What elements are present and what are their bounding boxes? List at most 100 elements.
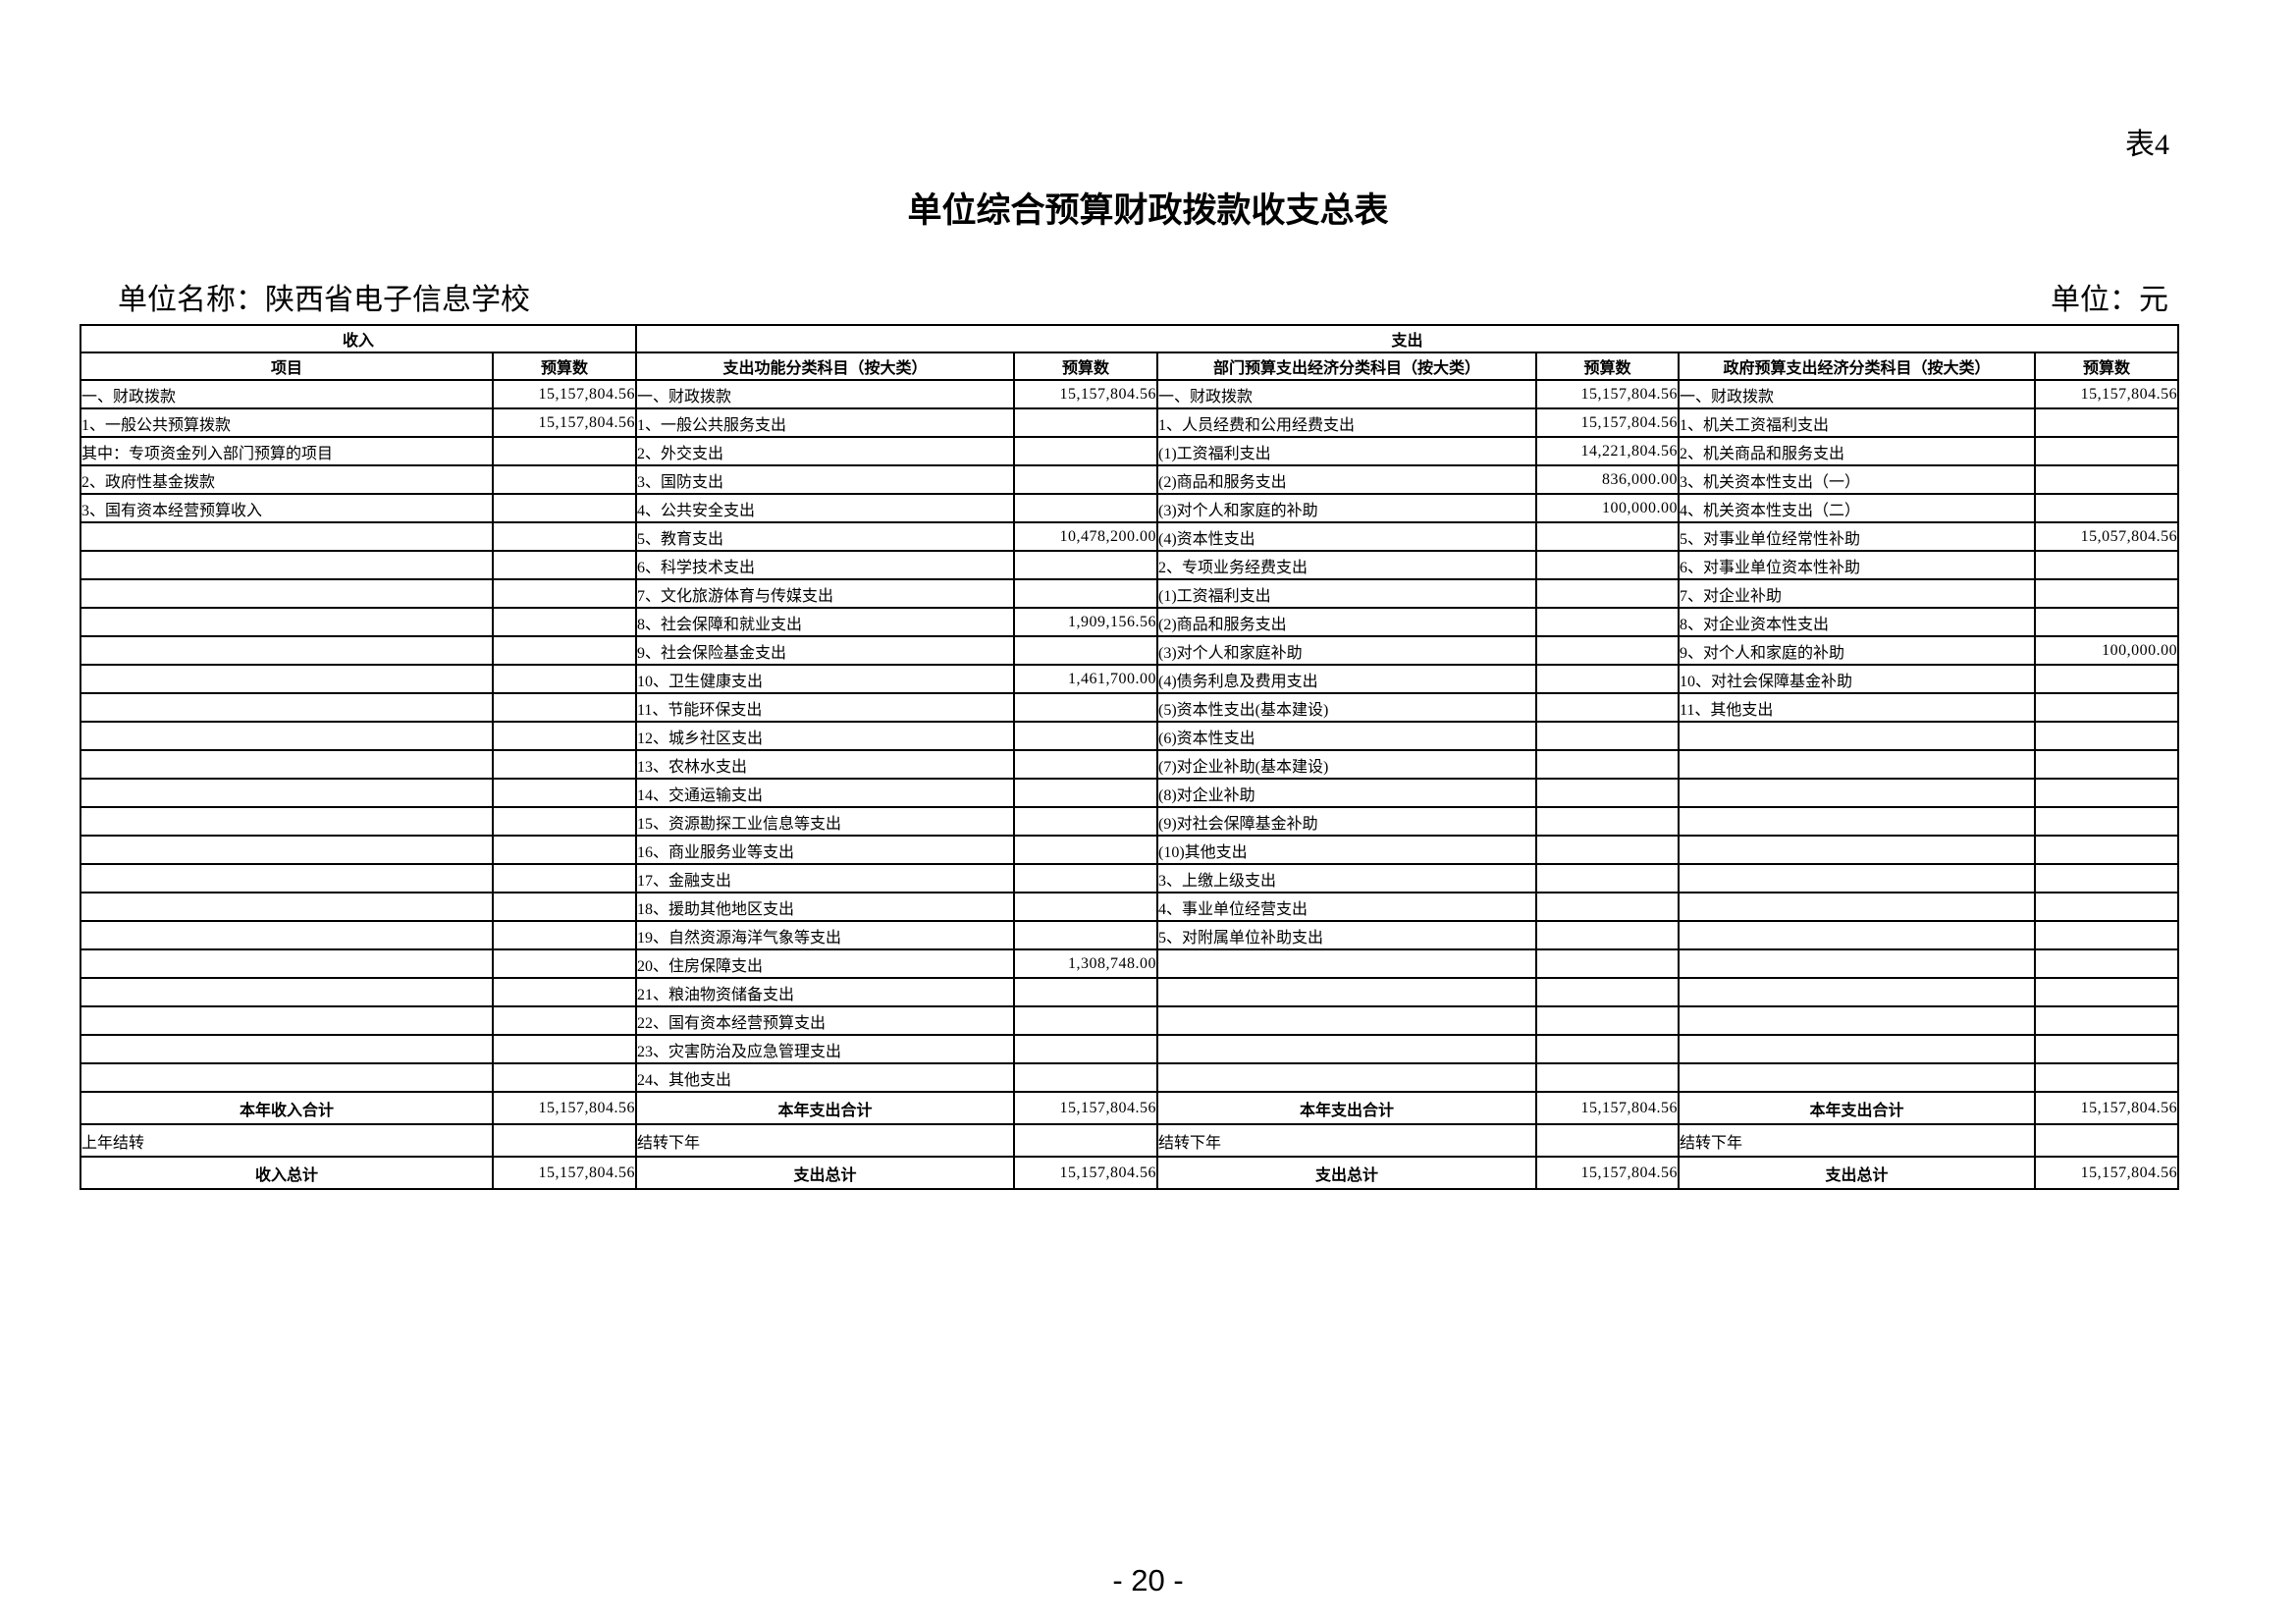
table-row: 5、教育支出 10,478,200.00 (4)资本性支出 5、对事业单位经常性补助 1… xyxy=(80,521,2180,552)
cell-income-label xyxy=(80,977,494,1007)
cell-gov-label: 7、对企业补助 xyxy=(1678,578,2037,609)
cell-income-label xyxy=(80,863,494,893)
cell-income-value xyxy=(491,948,638,979)
cell-func-label: 2、外交支出 xyxy=(635,436,1016,466)
cell-func-value xyxy=(1013,578,1159,609)
table-row: 1、一般公共预算拨款 15,157,804.56 1、一般公共服务支出 1、人员经费和… xyxy=(80,407,2180,438)
table-row: 8、社会保障和就业支出 1,909,156.56 (2)商品和服务支出 8、对企业资本… xyxy=(80,607,2180,637)
cell-dept-label xyxy=(1156,1005,1538,1036)
cell-func-value: 1,461,700.00 xyxy=(1013,664,1159,694)
cell-gov-value xyxy=(2034,1034,2180,1064)
cell-func-value xyxy=(1013,692,1159,723)
cell-income-label xyxy=(80,892,494,922)
cell-dept-value xyxy=(1535,635,1681,666)
cell-func-label: 20、住房保障支出 xyxy=(635,948,1016,979)
total-func-value xyxy=(1013,1123,1159,1158)
total-income-label: 上年结转 xyxy=(80,1123,494,1158)
meta-row: 单位名称：陕西省电子信息学校 单位：元 xyxy=(118,275,2168,318)
cell-func-label: 14、交通运输支出 xyxy=(635,778,1016,808)
cell-gov-label xyxy=(1678,977,2037,1007)
budget-table: 收入 支出 项目 预算数 支出功能分类科目（按大类） 预算数 部门预算支出经济分… xyxy=(79,324,2180,1190)
unit-of-measure: 单位：元 xyxy=(2051,284,2168,316)
unit-name: 单位名称：陕西省电子信息学校 xyxy=(118,284,530,316)
table-row: 12、城乡社区支出 (6)资本性支出 xyxy=(80,721,2180,751)
cell-dept-value xyxy=(1535,1005,1681,1036)
cell-func-label: 3、国防支出 xyxy=(635,464,1016,495)
cell-gov-label xyxy=(1678,1005,2037,1036)
cell-gov-value xyxy=(2034,892,2180,922)
cell-income-label xyxy=(80,835,494,865)
cell-income-value xyxy=(491,493,638,523)
cell-func-label: 18、援助其他地区支出 xyxy=(635,892,1016,922)
cell-income-value xyxy=(491,635,638,666)
cell-gov-value xyxy=(2034,863,2180,893)
cell-func-label: 19、自然资源海洋气象等支出 xyxy=(635,920,1016,950)
cell-income-value xyxy=(491,521,638,552)
cell-gov-value xyxy=(2034,664,2180,694)
cell-func-label: 9、社会保险基金支出 xyxy=(635,635,1016,666)
cell-dept-value xyxy=(1535,948,1681,979)
cell-dept-label: (1)工资福利支出 xyxy=(1156,436,1538,466)
cell-gov-label xyxy=(1678,806,2037,837)
table-row: 2、政府性基金拨款 3、国防支出 (2)商品和服务支出 836,000.00 3、机关资… xyxy=(80,464,2180,495)
cell-income-value xyxy=(491,464,638,495)
cell-income-label xyxy=(80,521,494,552)
expense-group-header: 支出 xyxy=(635,324,2180,353)
cell-income-value xyxy=(491,664,638,694)
cell-func-value xyxy=(1013,806,1159,837)
table-number: 表4 xyxy=(2125,129,2169,161)
cell-func-label: 1、一般公共服务支出 xyxy=(635,407,1016,438)
carryover-row: 上年结转 结转下年 结转下年 结转下年 xyxy=(80,1123,2180,1158)
cell-income-value xyxy=(491,578,638,609)
cell-func-value: 10,478,200.00 xyxy=(1013,521,1159,552)
cell-gov-value: 100,000.00 xyxy=(2034,635,2180,666)
cell-func-value xyxy=(1013,635,1159,666)
cell-dept-value xyxy=(1535,835,1681,865)
cell-income-label: 一、财政拨款 xyxy=(80,379,494,409)
total-dept-value: 15,157,804.56 xyxy=(1535,1156,1681,1190)
total-dept-label: 本年支出合计 xyxy=(1156,1091,1538,1125)
cell-func-label: 8、社会保障和就业支出 xyxy=(635,607,1016,637)
cell-func-value xyxy=(1013,778,1159,808)
table-row: 7、文化旅游体育与传媒支出 (1)工资福利支出 7、对企业补助 xyxy=(80,578,2180,609)
cell-gov-label xyxy=(1678,948,2037,979)
total-func-value: 15,157,804.56 xyxy=(1013,1091,1159,1125)
cell-income-label xyxy=(80,806,494,837)
total-gov-value: 15,157,804.56 xyxy=(2034,1156,2180,1190)
cell-gov-label: 一、财政拨款 xyxy=(1678,379,2037,409)
cell-dept-value xyxy=(1535,607,1681,637)
cell-dept-value xyxy=(1535,521,1681,552)
cell-dept-label xyxy=(1156,977,1538,1007)
cell-gov-value xyxy=(2034,920,2180,950)
cell-gov-label: 1、机关工资福利支出 xyxy=(1678,407,2037,438)
cell-dept-value xyxy=(1535,778,1681,808)
cell-gov-label: 3、机关资本性支出（一） xyxy=(1678,464,2037,495)
cell-dept-label: (2)商品和服务支出 xyxy=(1156,607,1538,637)
cell-income-label: 2、政府性基金拨款 xyxy=(80,464,494,495)
col-header-gov-item: 政府预算支出经济分类科目（按大类） xyxy=(1678,352,2037,381)
cell-gov-label xyxy=(1678,1034,2037,1064)
col-header-func-item: 支出功能分类科目（按大类） xyxy=(635,352,1016,381)
total-income-value xyxy=(491,1123,638,1158)
cell-income-value xyxy=(491,920,638,950)
page-title: 单位综合预算财政拨款收支总表 xyxy=(907,191,1389,230)
cell-gov-value xyxy=(2034,578,2180,609)
table-row: 22、国有资本经营预算支出 xyxy=(80,1005,2180,1036)
cell-dept-value: 14,221,804.56 xyxy=(1535,436,1681,466)
cell-income-label xyxy=(80,778,494,808)
cell-dept-label xyxy=(1156,1034,1538,1064)
table-row: 一、财政拨款 15,157,804.56 一、财政拨款 15,157,804.56 一、… xyxy=(80,379,2180,409)
total-dept-label: 支出总计 xyxy=(1156,1156,1538,1190)
cell-gov-value xyxy=(2034,464,2180,495)
col-header-dept-item: 部门预算支出经济分类科目（按大类） xyxy=(1156,352,1538,381)
cell-func-label: 24、其他支出 xyxy=(635,1062,1016,1093)
cell-income-label: 3、国有资本经营预算收入 xyxy=(80,493,494,523)
cell-func-label: 6、科学技术支出 xyxy=(635,550,1016,580)
total-func-label: 本年支出合计 xyxy=(635,1091,1016,1125)
cell-gov-label xyxy=(1678,863,2037,893)
cell-dept-value xyxy=(1535,721,1681,751)
cell-income-value xyxy=(491,721,638,751)
col-header-gov-budget: 预算数 xyxy=(2034,352,2180,381)
table-row: 19、自然资源海洋气象等支出 5、对附属单位补助支出 xyxy=(80,920,2180,950)
cell-dept-label: (8)对企业补助 xyxy=(1156,778,1538,808)
